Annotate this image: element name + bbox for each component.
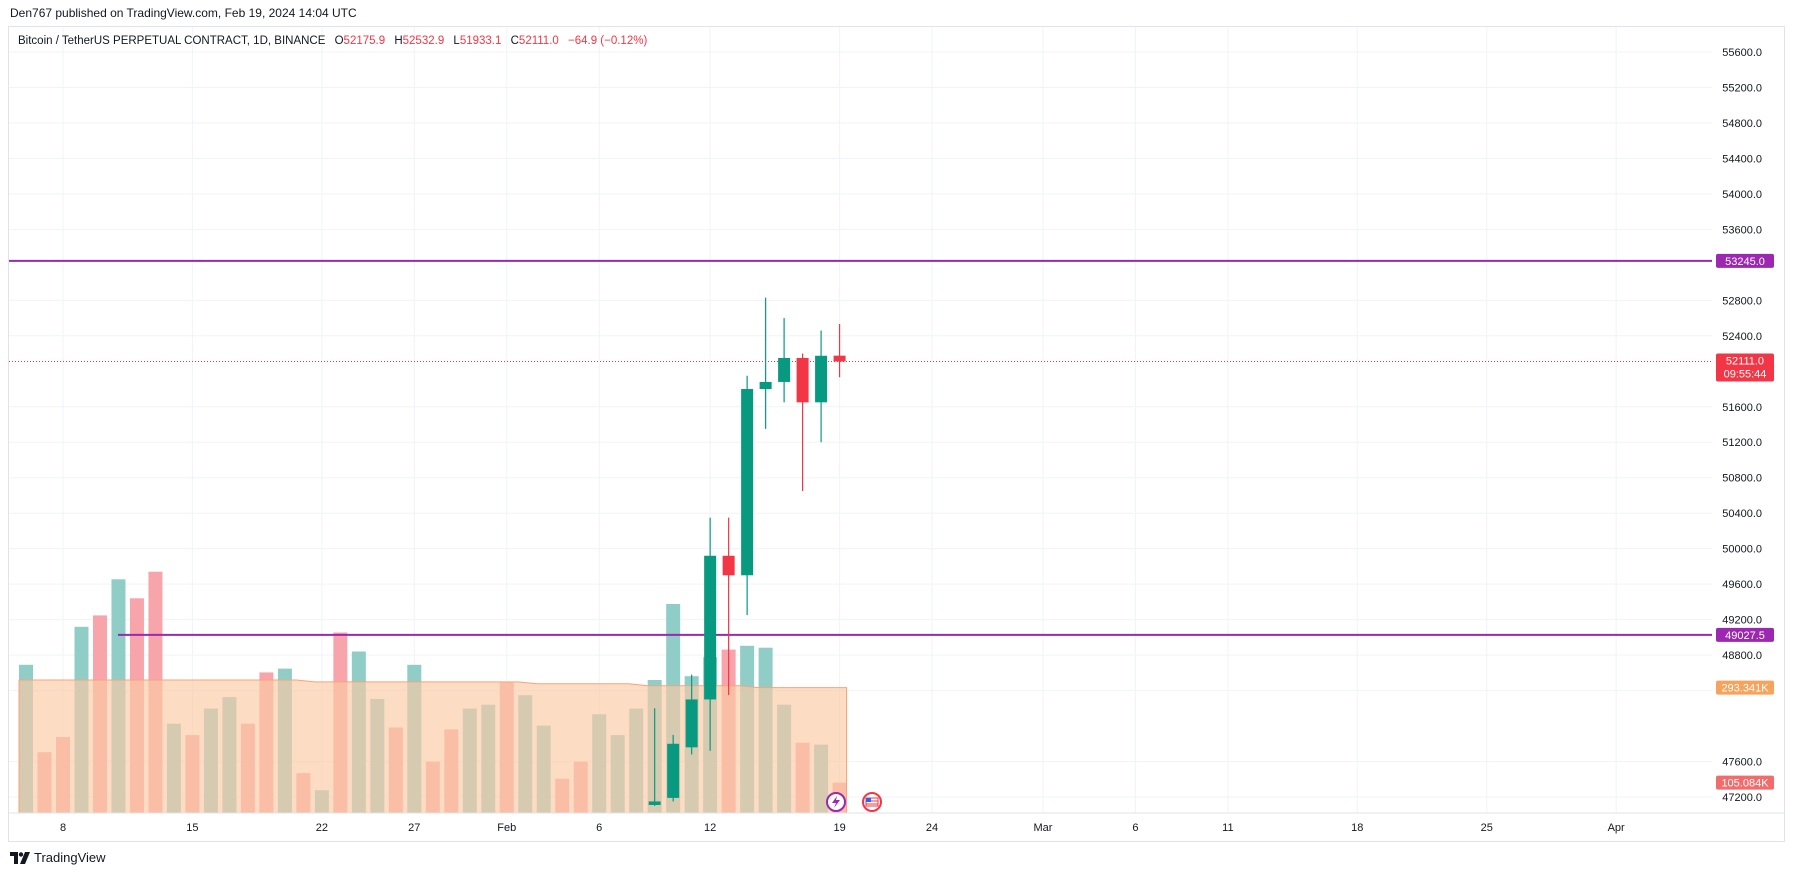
- y-tick-label: 52400.0: [1722, 331, 1762, 343]
- tradingview-logo-icon: [10, 851, 30, 864]
- volume-ma-badge-bg: [1716, 680, 1774, 695]
- y-tick-label: 55600.0: [1722, 47, 1762, 59]
- x-tick-label: Mar: [1033, 822, 1052, 834]
- symbol-title: Bitcoin / TetherUS PERPETUAL CONTRACT, 1…: [18, 35, 326, 47]
- x-tick-label: 24: [926, 822, 938, 834]
- footer-brand[interactable]: TradingView: [10, 850, 106, 865]
- volume-last-badge: 105.084K: [1716, 775, 1774, 790]
- x-tick-label: 6: [596, 822, 602, 834]
- y-tick-label: 54800.0: [1722, 118, 1762, 130]
- candle-body: [833, 355, 846, 362]
- x-tick-label: 19: [833, 822, 845, 834]
- support-price-badge-bg: [1716, 627, 1774, 642]
- candle-body: [648, 801, 661, 805]
- x-tick-label: 22: [316, 822, 328, 834]
- y-tick-label: 47200.0: [1722, 792, 1762, 804]
- y-tick-label: 52800.0: [1722, 295, 1762, 307]
- candle-body: [778, 357, 791, 382]
- open-label: O: [334, 35, 344, 47]
- publisher-caption: Den767 published on TradingView.com, Feb…: [10, 6, 357, 20]
- event-icons[interactable]: [826, 792, 882, 812]
- close-value: 52111.0: [518, 35, 559, 47]
- x-tick-label: 8: [60, 822, 66, 834]
- us-flag-icon[interactable]: [862, 792, 882, 812]
- y-tick-label: 47600.0: [1722, 757, 1762, 769]
- y-tick-label: 54000.0: [1722, 189, 1762, 201]
- x-tick-label: 12: [704, 822, 716, 834]
- volume-ma-area: [18, 679, 848, 814]
- x-tick-label: 18: [1351, 822, 1363, 834]
- close-label: C: [510, 35, 519, 47]
- candles: [648, 297, 846, 806]
- y-tick-label: 54400.0: [1722, 153, 1762, 165]
- open-value: 52175.9: [343, 35, 386, 47]
- y-tick-label: 50400.0: [1722, 508, 1762, 520]
- level-lines: [9, 259, 1712, 636]
- low-label: L: [453, 35, 460, 47]
- time-axis: 8 15 22 27 Feb 6 12 19 24 Mar 6 11 18 25 Apr: [9, 812, 1785, 834]
- x-tick-label: Feb: [497, 822, 516, 834]
- candle-body: [667, 743, 680, 798]
- y-tick-label: 48800.0: [1722, 650, 1762, 662]
- candle-body: [704, 555, 717, 700]
- y-tick-label: 50800.0: [1722, 473, 1762, 485]
- y-tick-label: 51600.0: [1722, 402, 1762, 414]
- last-price-badge-bg: [1716, 353, 1774, 382]
- candle-body: [722, 555, 735, 576]
- x-tick-label: 25: [1481, 822, 1493, 834]
- lightning-icon[interactable]: [826, 792, 846, 812]
- support-price-badge: 49027.5: [1716, 627, 1774, 642]
- price-axis: 55600.0 55200.0 54800.0 54400.0 54000.0 53600…: [1722, 47, 1762, 804]
- candle-body: [741, 389, 754, 576]
- change-value: −64.9 (−0.12%): [568, 35, 648, 47]
- last-price-badge-text: 52111.0: [1726, 355, 1764, 367]
- volume-last-badge-bg: [1716, 775, 1774, 790]
- volume-bars: [18, 571, 848, 814]
- x-tick-label: 6: [1132, 822, 1138, 834]
- y-tick-label: 49600.0: [1722, 579, 1762, 591]
- symbol-legend: Bitcoin / TetherUS PERPETUAL CONTRACT, 1…: [18, 35, 647, 47]
- support-price-badge-text: 49027.5: [1725, 630, 1765, 642]
- y-tick-label: 53600.0: [1722, 224, 1762, 236]
- last-price-badge-text: 09:55:44: [1724, 368, 1767, 380]
- x-tick-label: Apr: [1608, 822, 1625, 834]
- volume-ma-badge-text: 293.341K: [1721, 683, 1769, 695]
- y-tick-label: 51200.0: [1722, 437, 1762, 449]
- x-tick-label: 11: [1222, 822, 1233, 834]
- high-label: H: [394, 35, 403, 47]
- price-badges: 53245.0 49027.5 52111.009:55:44 293.341K 105…: [1716, 253, 1774, 790]
- last-price-badge: 52111.009:55:44: [1716, 353, 1774, 382]
- resistance-price-badge: 53245.0: [1716, 253, 1774, 268]
- y-tick-label: 50000.0: [1722, 544, 1762, 556]
- low-value: 51933.1: [459, 35, 502, 47]
- candle-body: [815, 355, 828, 403]
- resistance-price-badge-bg: [1716, 253, 1774, 268]
- volume-last-badge-text: 105.084K: [1721, 778, 1769, 790]
- candle-body: [759, 381, 772, 390]
- candle-body: [796, 357, 809, 403]
- high-value: 52532.9: [402, 35, 445, 47]
- y-tick-label: 55200.0: [1722, 82, 1762, 94]
- x-tick-label: 27: [408, 822, 420, 834]
- chart-frame: [8, 26, 1785, 842]
- x-tick-label: 15: [186, 822, 198, 834]
- resistance-price-badge-text: 53245.0: [1725, 256, 1765, 268]
- footer-brand-text: TradingView: [34, 850, 106, 865]
- candle-body: [685, 699, 698, 748]
- volume-ma-badge: 293.341K: [1716, 680, 1774, 695]
- y-tick-label: 49200.0: [1722, 615, 1762, 627]
